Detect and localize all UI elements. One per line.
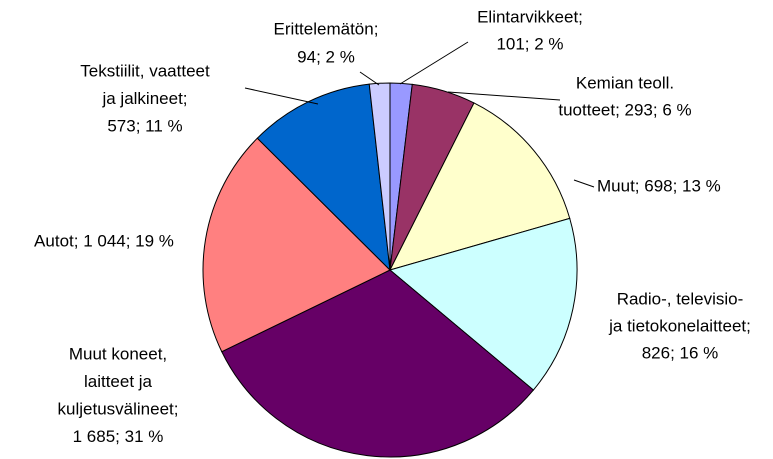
slice-label: Radio-, televisio- [617,289,744,308]
slice-label: Kemian teoll. [576,73,674,92]
slice-label: kuljetusvälineet; [58,399,179,418]
leader-line [573,179,595,188]
slice-label: 101; 2 % [496,34,563,53]
leader-line [399,41,469,85]
slice-label: 94; 2 % [297,47,355,66]
pie-slice [368,82,391,271]
slice-label: Muut koneet, [69,344,167,363]
pie-slice [388,217,578,391]
slice-label: Elintarvikkeet; [477,7,583,26]
slice-label: laitteet ja [84,372,153,391]
slice-label: 826; 16 % [642,343,719,362]
leader-line [447,91,561,101]
pie-slice [221,269,535,458]
slice-label: Tekstiilit, vaatteet [80,61,210,80]
slice-label: ja jalkineet; [101,89,187,108]
slice-label: Muut; 698; 13 % [597,176,721,195]
pie-slice [202,137,391,353]
slice-label: tuotteet; 293; 6 % [558,100,691,119]
slice-label: Erittelemätön; [274,19,379,38]
pie-slice [389,102,571,271]
leader-line [244,87,319,105]
slice-label: 1 685; 31 % [73,427,164,446]
leader-line [359,71,380,86]
slice-label: ja tietokonelaitteet; [608,316,751,335]
slice-label: 573; 11 % [107,116,182,135]
slice-label: Autot; 1 044; 19 % [34,231,174,250]
